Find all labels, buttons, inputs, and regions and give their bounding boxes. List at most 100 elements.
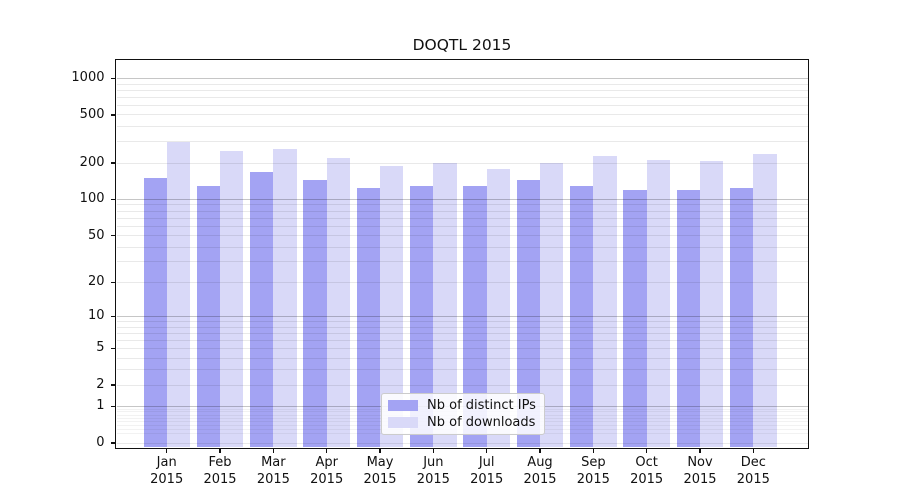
y-tick: [110, 315, 116, 318]
gridline: [116, 281, 808, 283]
y-tick: [110, 405, 116, 408]
x-tick-label-aug: Aug 2015: [523, 455, 557, 487]
chart-title: DOQTL 2015: [412, 36, 512, 54]
bar-ips-feb: [196, 185, 221, 447]
x-tick: [752, 448, 755, 453]
x-tick: [699, 448, 701, 453]
x-tick: [592, 448, 595, 453]
x-tick: [432, 448, 435, 453]
gridline: [116, 384, 808, 386]
gridline: [116, 369, 808, 371]
bar-ips-apr: [303, 180, 327, 447]
bar-downloads-jul: [486, 169, 510, 447]
bar-downloads-feb: [220, 151, 244, 447]
gridline: [116, 339, 808, 341]
y-tick-label: 10: [87, 308, 105, 324]
x-tick-label-jan: Jan 2015: [150, 455, 184, 487]
x-tick-label-oct: Oct 2015: [630, 455, 664, 487]
y-tick: [110, 162, 116, 164]
y-tick: [110, 384, 116, 386]
x-tick-label-apr: Apr 2015: [310, 455, 344, 487]
legend-swatch-downloads: [388, 417, 418, 428]
bar-ips-may: [356, 187, 380, 447]
x-tick: [272, 448, 275, 453]
gridline: [116, 357, 808, 359]
x-tick: [165, 448, 168, 453]
bar-downloads-dec: [753, 154, 777, 447]
y-tick-label: 1000: [71, 70, 105, 86]
gridline: [116, 114, 808, 116]
y-tick-label: 2: [96, 377, 105, 393]
bar-ips-jan: [143, 178, 167, 447]
gridline: [116, 198, 808, 200]
gridline: [116, 77, 808, 79]
bar-ips-dec: [730, 187, 754, 447]
gridline: [116, 96, 808, 98]
y-tick-label: 200: [79, 155, 105, 171]
gridline: [116, 89, 808, 91]
x-tick: [539, 448, 541, 453]
bar-downloads-jun: [433, 163, 457, 447]
gridline: [116, 141, 808, 143]
legend-entry-distinct-ips: Nb of distinct IPs: [388, 398, 538, 413]
gridline: [116, 261, 808, 263]
bar-ips-aug: [516, 180, 540, 447]
y-tick-label: 0: [96, 435, 105, 450]
y-tick-label: 500: [79, 106, 105, 122]
x-tick-label-feb: Feb 2015: [203, 455, 237, 487]
gridline: [116, 162, 808, 164]
legend-swatch-distinct-ips: [388, 400, 418, 411]
bar-ips-sep: [570, 185, 594, 447]
gridline: [116, 442, 808, 444]
x-tick: [379, 448, 381, 453]
gridline: [116, 210, 808, 212]
y-tick: [110, 442, 116, 444]
y-tick: [110, 198, 116, 201]
x-tick-label-jun: Jun 2015: [416, 455, 450, 487]
gridline: [116, 104, 808, 106]
bar-downloads-sep: [593, 155, 617, 447]
x-tick-label-mar: Mar 2015: [256, 455, 290, 487]
x-tick-label-jul: Jul 2015: [470, 455, 504, 487]
legend: Nb of distinct IPs Nb of downloads: [381, 393, 545, 435]
y-tick-label: 1: [96, 398, 105, 414]
y-tick: [110, 77, 116, 80]
x-tick: [645, 448, 648, 453]
legend-label-distinct-ips: Nb of distinct IPs: [427, 398, 536, 413]
x-tick: [325, 448, 328, 453]
x-tick-label-nov: Nov 2015: [683, 455, 717, 487]
gridline: [116, 235, 808, 237]
bar-downloads-aug: [540, 163, 564, 447]
bar-downloads-jan: [166, 141, 190, 447]
bar-ips-oct: [623, 189, 647, 447]
y-tick-label: 100: [79, 191, 105, 207]
y-tick: [110, 347, 116, 350]
x-tick-label-may: May 2015: [363, 455, 397, 487]
gridline: [116, 332, 808, 334]
bar-downloads-oct: [646, 160, 670, 447]
gridline: [116, 225, 808, 227]
bar-ips-nov: [676, 190, 700, 447]
y-tick: [110, 234, 116, 237]
bar-downloads-may: [380, 165, 404, 447]
x-tick: [485, 448, 488, 453]
gridline: [116, 321, 808, 322]
y-tick-label: 5: [96, 340, 105, 356]
gridline: [116, 315, 808, 317]
legend-entry-downloads: Nb of downloads: [388, 415, 538, 430]
gridline: [116, 83, 808, 85]
y-tick-label: 50: [87, 227, 105, 243]
gridline: [116, 126, 808, 128]
gridline: [116, 217, 808, 219]
bar-downloads-nov: [700, 161, 724, 447]
bar-downloads-apr: [326, 158, 350, 447]
y-tick-label: 20: [87, 274, 105, 290]
x-tick-label-sep: Sep 2015: [576, 455, 610, 487]
bar-downloads-mar: [273, 149, 297, 447]
gridline: [116, 326, 808, 328]
x-tick: [219, 448, 221, 453]
gridline: [116, 204, 808, 206]
bar-ips-jun: [410, 185, 434, 447]
bar-ips-mar: [250, 172, 274, 447]
